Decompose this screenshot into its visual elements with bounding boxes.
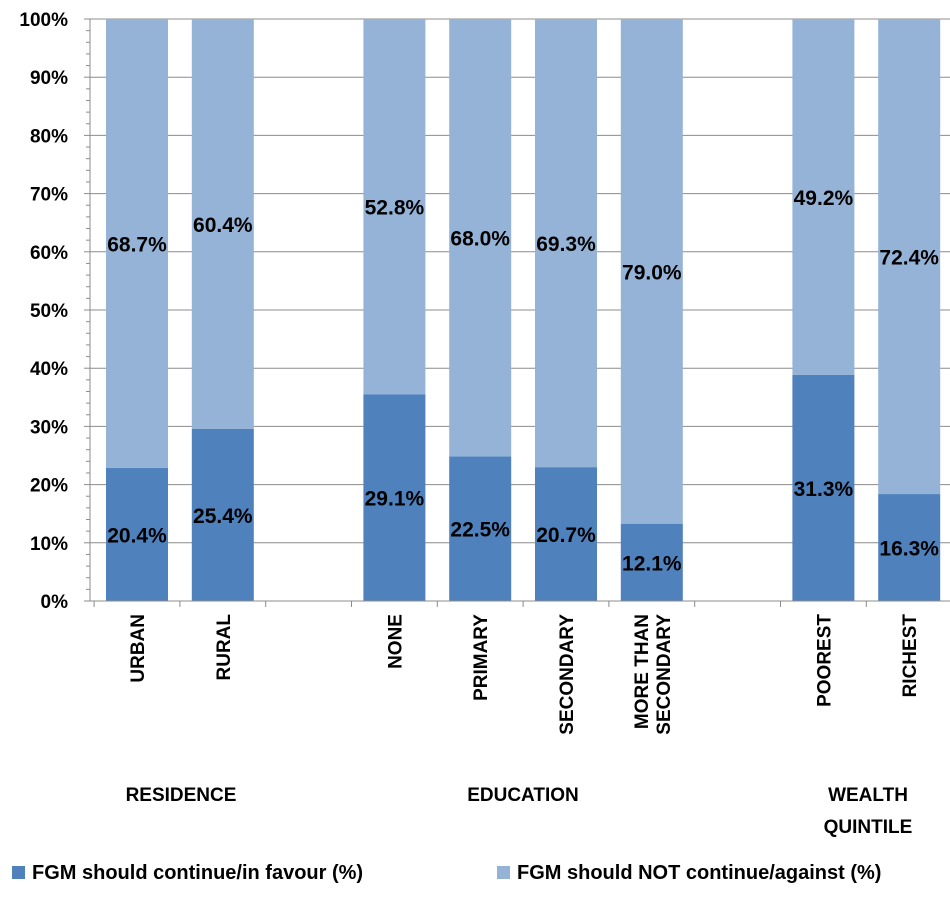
y-tick-label: 10% — [30, 534, 68, 555]
y-tick-label: 30% — [30, 417, 68, 438]
bar-against — [449, 19, 512, 457]
data-label-against: 79.0% — [622, 261, 682, 284]
y-tick-label: 0% — [41, 592, 69, 613]
group-label: RESIDENCE — [126, 785, 237, 806]
y-tick-label: 60% — [30, 243, 68, 264]
bar-in-favour — [535, 467, 597, 601]
category-label: RURAL — [214, 614, 235, 681]
y-tick-label: 70% — [30, 185, 68, 206]
data-label-in-favour: 29.1% — [365, 488, 425, 511]
bar-in-favour — [878, 494, 941, 601]
category-label: NONE — [385, 614, 406, 669]
data-label-in-favour: 20.4% — [107, 524, 167, 547]
category-label: SECONDARY — [654, 614, 675, 735]
y-tick-label: 20% — [30, 476, 68, 497]
y-tick-label: 40% — [30, 359, 68, 380]
category-label: RICHEST — [900, 614, 921, 698]
data-label-against: 52.8% — [365, 197, 425, 220]
group-label: QUINTILE — [824, 817, 913, 838]
data-label-against: 60.4% — [193, 214, 253, 237]
y-tick-label: 50% — [30, 301, 68, 322]
data-label-in-favour: 31.3% — [794, 478, 854, 501]
data-labels: 20.4% 68.7% 25.4% 60.4% 29.1% 52.8% 22.5% 68.0%… — [107, 187, 939, 575]
bar-against — [363, 19, 426, 395]
y-tick-label: 80% — [30, 126, 68, 147]
data-label-against: 69.3% — [536, 233, 596, 256]
group-label: WEALTH — [828, 785, 908, 806]
data-label-in-favour: 25.4% — [193, 505, 253, 528]
category-label: PRIMARY — [471, 614, 492, 701]
bar-against — [106, 19, 168, 468]
legend-swatch — [497, 866, 510, 879]
bar-against — [878, 19, 941, 495]
data-label-against: 49.2% — [794, 187, 854, 210]
data-label-against: 72.4% — [879, 247, 939, 270]
bar-in-favour — [792, 374, 855, 601]
category-label: URBAN — [128, 614, 149, 683]
legend-label: FGM should NOT continue/against (%) — [517, 862, 881, 884]
data-label-against: 68.0% — [450, 228, 510, 251]
bar-in-favour — [191, 428, 254, 601]
data-label-in-favour: 20.7% — [536, 524, 596, 547]
y-tick-label: 90% — [30, 68, 68, 89]
bar-in-favour — [363, 394, 426, 601]
category-label: SECONDARY — [557, 614, 578, 735]
bar-against — [191, 19, 254, 429]
bars — [106, 19, 941, 601]
bar-in-favour — [620, 523, 683, 601]
data-label-in-favour: 22.5% — [450, 519, 510, 542]
bar-against — [620, 19, 683, 524]
data-label-in-favour: 16.3% — [879, 538, 939, 561]
legend-swatch — [12, 866, 25, 879]
bar-against — [792, 19, 855, 375]
y-tick-label: 100% — [19, 10, 68, 31]
category-label: POOREST — [814, 614, 835, 707]
legend-label: FGM should continue/in favour (%) — [32, 862, 363, 884]
data-label-against: 68.7% — [107, 233, 167, 256]
axes: 0% 10% 20% 30% 40% 50% 60% 70% 80% 90% 100% URBAN RU… — [19, 10, 950, 838]
data-label-in-favour: 12.1% — [622, 552, 682, 575]
category-label: MORE THAN — [632, 614, 653, 729]
bar-in-favour — [449, 456, 512, 601]
legend: FGM should continue/in favour (%) FGM sho… — [12, 862, 881, 884]
bar-in-favour — [106, 467, 168, 601]
bar-against — [535, 19, 597, 468]
group-label: EDUCATION — [467, 785, 579, 806]
